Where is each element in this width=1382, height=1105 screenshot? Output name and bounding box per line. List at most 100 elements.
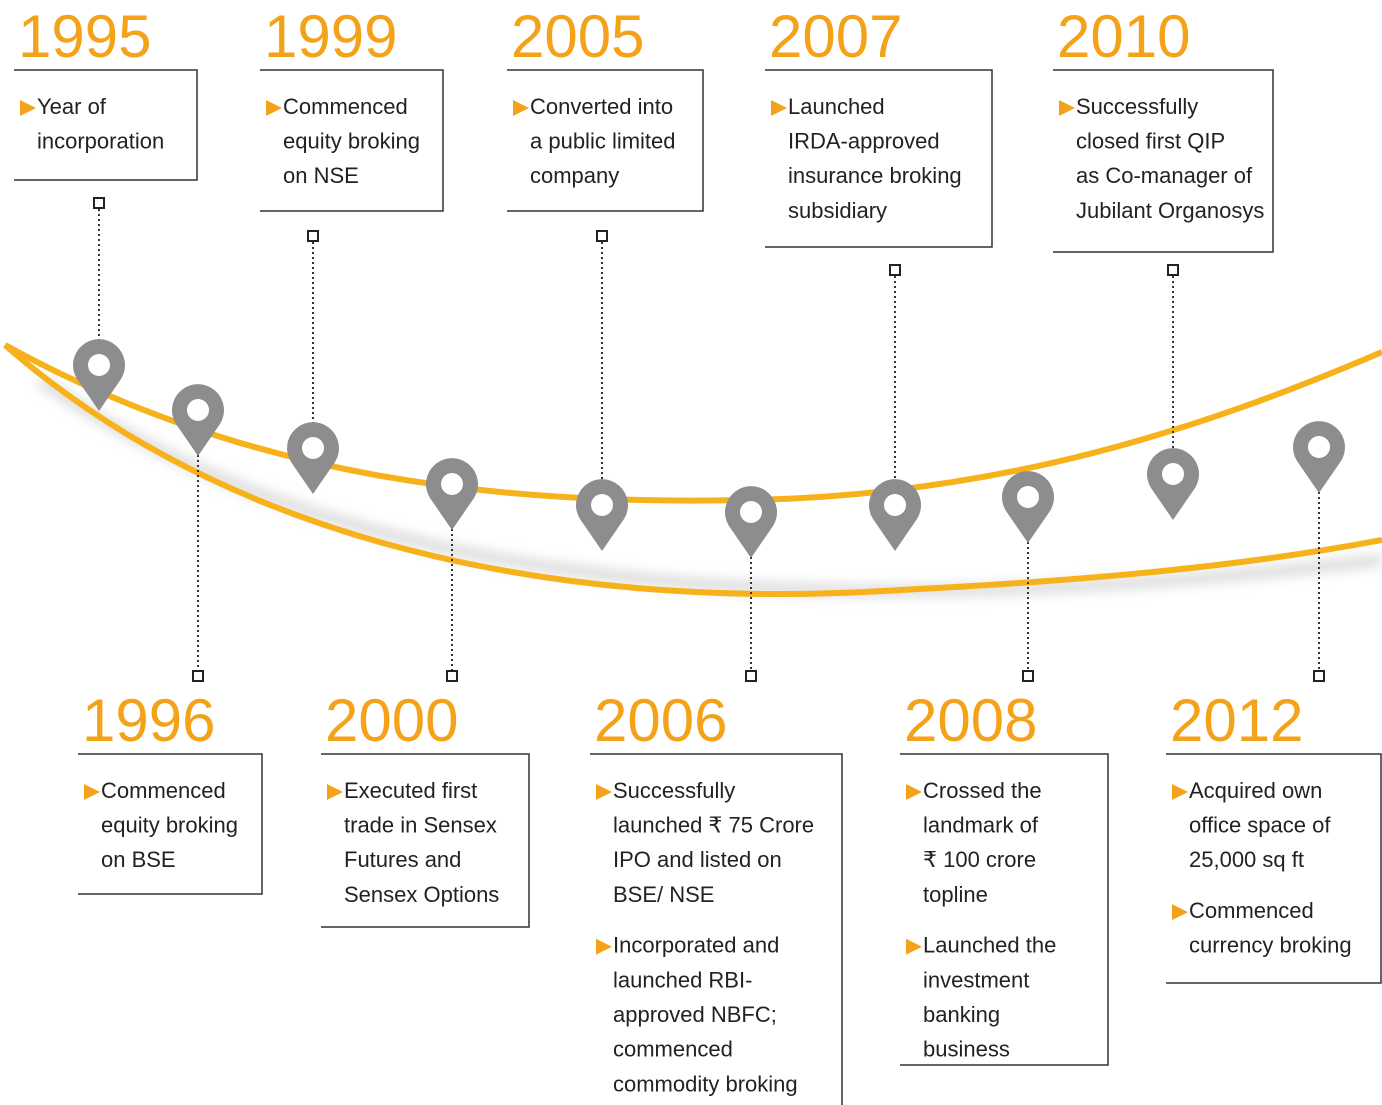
item-line: Launched the (923, 933, 1056, 958)
event-box (1166, 753, 1382, 984)
item-line: IRDA-approved (788, 129, 940, 154)
event-year: 1995 (18, 3, 151, 70)
marker (307, 230, 319, 242)
pin-hole (740, 501, 762, 523)
item-line: landmark of (923, 813, 1039, 838)
bullet (771, 100, 787, 116)
item-line: closed first QIP (1076, 129, 1225, 154)
item-line: topline (923, 882, 988, 907)
item-line: 25,000 sq ft (1189, 847, 1304, 872)
item-line: Crossed the (923, 778, 1042, 803)
event-year: 2012 (1170, 687, 1303, 754)
item-line: subsidiary (788, 198, 887, 223)
event: 1999 Commenced equity broking on NSE (260, 3, 444, 494)
item-line: on BSE (101, 847, 176, 872)
event-box (14, 69, 198, 181)
item-line: ₹ 100 crore (923, 847, 1036, 872)
pin-hole (302, 437, 324, 459)
event: 2012 Acquired own office space of 25,000 sq… (1166, 421, 1382, 984)
item-line: Year of (37, 94, 107, 119)
marker (192, 670, 204, 682)
pin-hole (1308, 436, 1330, 458)
marker (889, 264, 901, 276)
item-line: Futures and (344, 847, 461, 872)
event-box (1053, 69, 1274, 253)
marker (745, 670, 757, 682)
pin-hole (1162, 463, 1184, 485)
item-line: on NSE (283, 163, 359, 188)
event: 2006 Successfully launched ₹ 75 Crore IPO a… (590, 486, 843, 1105)
item-line: investment (923, 967, 1029, 992)
pin-hole (441, 473, 463, 495)
event-box (590, 753, 843, 1105)
event-box (78, 753, 263, 895)
marker (93, 197, 105, 209)
item-line: office space of (1189, 813, 1331, 838)
pin-hole (187, 399, 209, 421)
item-line: approved NBFC; (613, 1002, 777, 1027)
event-box (900, 753, 1109, 1066)
item-line: banking (923, 1002, 1000, 1027)
bullet (1172, 904, 1188, 921)
item-line: insurance broking (788, 163, 962, 188)
event: 2008 Crossed the landmark of ₹ 100 crore top… (900, 471, 1109, 1066)
bullet (84, 784, 100, 800)
pin-hole (884, 494, 906, 516)
bullet (1059, 100, 1075, 116)
item-line: as Co-manager of (1076, 163, 1253, 188)
event-year: 2008 (904, 687, 1037, 754)
item-line: equity broking (101, 813, 238, 838)
bullet (596, 938, 612, 955)
bullet (513, 100, 529, 116)
event: 2007 Launched IRDA-approved insurance broki… (765, 3, 993, 551)
item-line: BSE/ NSE (613, 882, 714, 907)
event: 1996 Commenced equity broking on BSE (78, 384, 263, 895)
item-line: Successfully (613, 778, 735, 803)
item-line: Launched (788, 94, 885, 119)
event: 2000 Executed first trade in Sensex Futures… (321, 458, 530, 928)
item-line: incorporation (37, 129, 164, 154)
events: 1995 Year of incorporation 1996 Commenced equ… (14, 3, 1382, 1105)
item-line: Jubilant Organosys (1076, 198, 1264, 223)
bullet (266, 100, 282, 116)
item-line: currency broking (1189, 933, 1352, 958)
item-line: a public limited (530, 129, 676, 154)
item-line: Commenced (1189, 898, 1314, 923)
marker (596, 230, 608, 242)
pin-hole (88, 354, 110, 376)
event-box (321, 753, 530, 928)
event-year: 2005 (511, 3, 644, 70)
item-line: Executed first (344, 778, 477, 803)
event-year: 1996 (82, 687, 215, 754)
event: 2010 Successfully closed first QIP as Co-ma… (1053, 3, 1274, 520)
item-line: Incorporated and (613, 933, 779, 958)
item-line: Converted into (530, 94, 673, 119)
bullet (906, 938, 922, 955)
bullet (1172, 784, 1188, 800)
item-line: commodity broking (613, 1071, 798, 1096)
curve-lower (3, 342, 1382, 598)
bullet (906, 784, 922, 800)
item-line: equity broking (283, 129, 420, 154)
bullet (596, 784, 612, 800)
event-year: 2006 (594, 687, 727, 754)
event: 2005 Converted into a public limited compan… (507, 3, 704, 551)
marker (1167, 264, 1179, 276)
event-box (260, 69, 444, 212)
item-line: launched RBI- (613, 967, 752, 992)
item-line: Sensex Options (344, 882, 499, 907)
event-year: 2010 (1057, 3, 1190, 70)
marker (446, 670, 458, 682)
item-line: Commenced (283, 94, 408, 119)
marker (1022, 670, 1034, 682)
item-line: launched ₹ 75 Crore (613, 813, 814, 838)
pin-hole (1017, 486, 1039, 508)
pin-hole (591, 494, 613, 516)
event-year: 2000 (325, 687, 458, 754)
bullet (20, 100, 36, 116)
item-line: company (530, 163, 619, 188)
bullet (327, 784, 343, 800)
item-line: commenced (613, 1037, 733, 1062)
item-line: trade in Sensex (344, 813, 497, 838)
event-year: 2007 (769, 3, 902, 70)
